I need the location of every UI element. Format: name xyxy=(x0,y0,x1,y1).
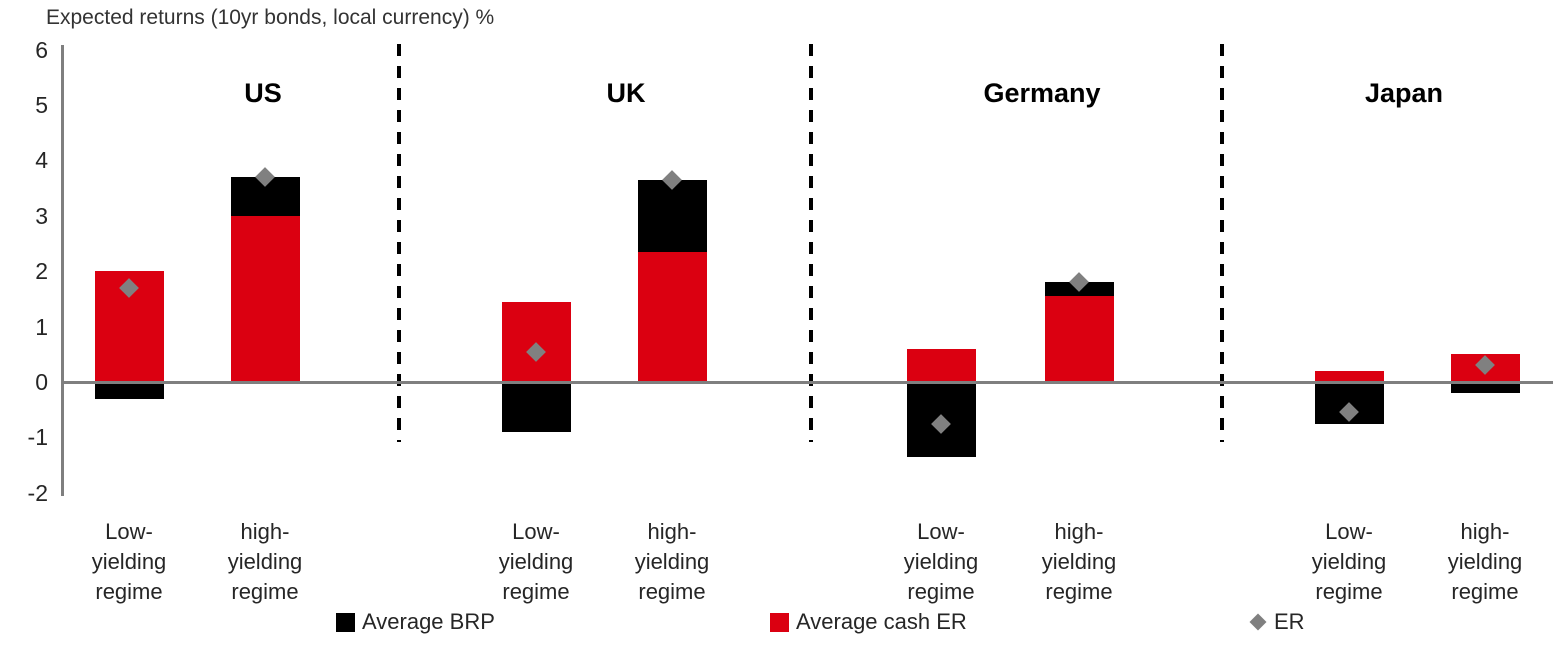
group-label-germany: Germany xyxy=(983,78,1101,108)
section-separator-line xyxy=(809,44,813,442)
y-axis-line xyxy=(61,44,64,496)
y-tick-label: 1 xyxy=(35,313,48,340)
y-tick-label: 3 xyxy=(35,202,48,229)
bar-cash-er-germany-high xyxy=(1044,296,1114,382)
y-tick-label: 6 xyxy=(35,36,48,63)
y-tick-label: -2 xyxy=(27,479,48,506)
x-axis-label-germany-high: high- yielding regime xyxy=(1041,519,1117,604)
legend-label-er: ER xyxy=(1274,609,1305,634)
legend-label-average-brp: Average BRP xyxy=(362,609,495,634)
legend-square-icon xyxy=(336,612,355,632)
chart-title: Expected returns (10yr bonds, local curr… xyxy=(46,6,495,29)
group-label-uk: UK xyxy=(606,78,646,108)
legend-diamond-icon xyxy=(1249,613,1267,631)
group-label-japan: Japan xyxy=(1364,78,1444,108)
bar-cash-er-germany-low xyxy=(906,348,976,382)
y-tick-label: 0 xyxy=(35,369,48,395)
x-axis-label-japan-low: Low- yielding regime xyxy=(1311,519,1387,604)
group-label-us: US xyxy=(244,78,282,108)
x-axis-label-us-low: Low- yielding regime xyxy=(91,519,167,604)
legend-item-average-brp: Average BRP xyxy=(336,609,495,635)
bar-cash-er-uk-high xyxy=(637,251,707,382)
legend-item-er: ER xyxy=(1249,609,1305,635)
bar-brp-japan-high xyxy=(1450,382,1520,394)
section-separator-line xyxy=(397,44,401,442)
x-axis-label-uk-low: Low- yielding regime xyxy=(498,519,574,604)
y-tick-label: 5 xyxy=(35,92,48,118)
legend-square-icon xyxy=(770,612,789,632)
x-axis-label-uk-high: high- yielding regime xyxy=(634,519,710,604)
x-axis-label-japan-high: high- yielding regime xyxy=(1447,519,1523,604)
zero-gridline xyxy=(62,381,1553,384)
legend-item-average-cash-er: Average cash ER xyxy=(770,609,967,635)
y-tick-label: -1 xyxy=(27,424,48,451)
bar-brp-uk-low xyxy=(501,382,571,432)
bar-brp-us-low xyxy=(94,382,164,399)
section-separator-line xyxy=(1220,44,1224,442)
bar-cash-er-us-high xyxy=(230,215,300,382)
bar-brp-uk-high xyxy=(637,179,707,252)
x-axis-label-germany-low: Low- yielding regime xyxy=(903,519,979,604)
bar-cash-er-japan-low xyxy=(1314,370,1384,382)
x-axis-label-us-high: high- yielding regime xyxy=(227,519,303,604)
y-tick-label: 4 xyxy=(35,147,48,174)
y-tick-label: 2 xyxy=(35,258,48,285)
legend-label-average-cash-er: Average cash ER xyxy=(796,609,967,634)
